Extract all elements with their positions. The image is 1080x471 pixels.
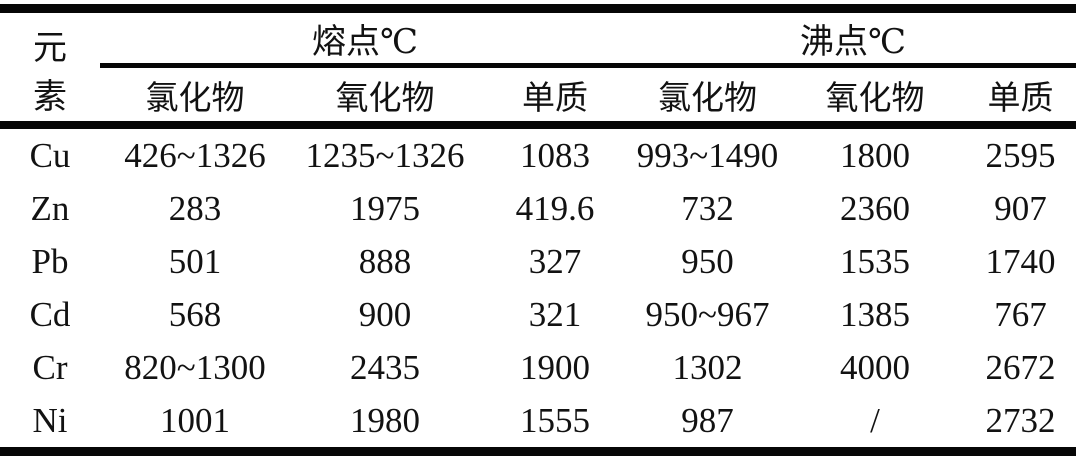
subheader-melting-chloride: 氯化物 — [100, 65, 290, 129]
element-symbol: Cr — [32, 347, 68, 387]
cell-melting-element: 1083 — [520, 135, 590, 175]
cell-melting-oxide: 888 — [358, 241, 412, 281]
cell-boiling-element: 1740 — [985, 241, 1056, 281]
cell-melting-element: 1555 — [520, 400, 590, 440]
table-row-pb: Pb 501 888 327 950 1535 1740 — [0, 235, 1076, 288]
cell-boiling-chloride: 950~967 — [645, 294, 770, 334]
cell-boiling-element: 2672 — [985, 347, 1056, 387]
cell-boiling-element: 2732 — [985, 400, 1056, 440]
table-row-cr: Cr 820~1300 2435 1900 1302 4000 2672 — [0, 341, 1076, 394]
cell-boiling-oxide: 1800 — [840, 135, 911, 175]
sub-header-row: 氯化物 氧化物 单质 氯化物 氧化物 单质 — [0, 65, 1077, 129]
element-column-header: 元 素 — [0, 8, 100, 129]
cell-melting-chloride: 426~1326 — [124, 135, 266, 175]
cell-boiling-chloride: 950 — [681, 241, 734, 281]
group-header-row: 元 素 熔点℃ 沸点℃ — [0, 8, 1077, 129]
subheader-melting-element: 单质 — [480, 65, 631, 129]
cell-melting-oxide: 2435 — [350, 347, 420, 387]
cell-boiling-oxide: / — [870, 400, 880, 440]
group-header-boiling-point: 沸点℃ — [630, 8, 1077, 68]
cell-melting-oxide: 1980 — [350, 400, 420, 440]
cell-boiling-oxide: 4000 — [840, 347, 911, 387]
subheader-boiling-element: 单质 — [965, 65, 1077, 129]
cell-melting-element: 321 — [528, 294, 582, 334]
cell-melting-element: 419.6 — [515, 188, 595, 228]
cell-melting-oxide: 1975 — [350, 188, 420, 228]
table-row-cu: Cu 426~1326 1235~1326 1083 993~1490 1800… — [0, 125, 1076, 182]
element-symbol: Cu — [29, 135, 71, 175]
metal-properties-table: 元 素 熔点℃ 沸点℃ 氯化物 氧化物 单质 氯化物 氧化物 单质 Cu 426… — [0, 4, 1077, 456]
cell-boiling-chloride: 987 — [681, 400, 734, 440]
cell-boiling-chloride: 993~1490 — [636, 135, 779, 175]
group-header-melting-point: 熔点℃ — [100, 8, 631, 68]
subheader-boiling-oxide: 氧化物 — [785, 65, 966, 129]
cell-melting-oxide: 900 — [358, 294, 412, 334]
subheader-boiling-chloride: 氯化物 — [630, 65, 786, 129]
element-header-char-2: 素 — [33, 79, 67, 116]
cell-boiling-element: 767 — [994, 294, 1047, 334]
element-symbol: Zn — [30, 188, 70, 228]
cell-boiling-oxide: 2360 — [840, 188, 911, 228]
element-header-stack: 元 素 — [0, 14, 100, 120]
cell-melting-chloride: 568 — [168, 294, 222, 334]
subheader-melting-oxide: 氧化物 — [290, 65, 480, 129]
cell-melting-chloride: 1001 — [160, 400, 230, 440]
cell-melting-chloride: 283 — [168, 188, 222, 228]
element-symbol: Cd — [29, 294, 71, 334]
cell-boiling-chloride: 1302 — [672, 347, 743, 387]
cell-boiling-element: 907 — [994, 188, 1047, 228]
cell-boiling-chloride: 732 — [681, 188, 734, 228]
table-row-ni: Ni 1001 1980 1555 987 / 2732 — [0, 394, 1076, 452]
cell-melting-chloride: 501 — [168, 241, 222, 281]
cell-melting-element: 327 — [528, 241, 582, 281]
table-row-zn: Zn 283 1975 419.6 732 2360 907 — [0, 182, 1076, 235]
cell-melting-element: 1900 — [520, 347, 590, 387]
cell-boiling-element: 2595 — [985, 135, 1056, 175]
element-symbol: Pb — [31, 241, 69, 281]
table-row-cd: Cd 568 900 321 950~967 1385 767 — [0, 288, 1076, 341]
cell-melting-chloride: 820~1300 — [124, 347, 266, 387]
cell-melting-oxide: 1235~1326 — [305, 135, 465, 175]
element-symbol: Ni — [32, 400, 68, 440]
element-header-char-1: 元 — [33, 30, 67, 67]
cell-boiling-oxide: 1535 — [840, 241, 911, 281]
cell-boiling-oxide: 1385 — [840, 294, 911, 334]
